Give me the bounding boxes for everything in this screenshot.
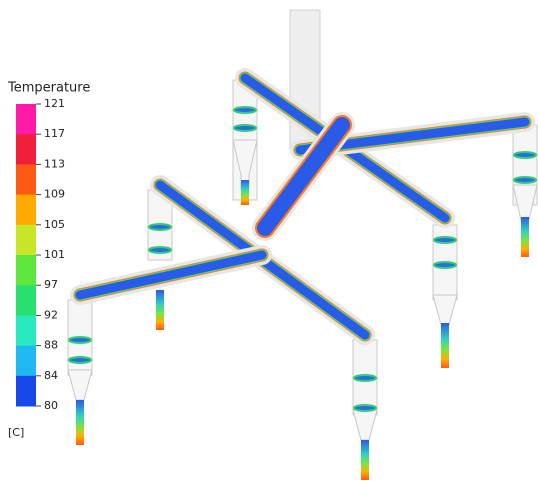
tick-label: 117 [44, 127, 65, 140]
color-swatch [16, 104, 36, 135]
tick-label: 80 [44, 399, 58, 412]
legend-title: Temperature [7, 81, 90, 96]
tick-label: 97 [44, 278, 58, 291]
tick-label: 113 [44, 157, 65, 170]
legend-unit: [C] [8, 426, 24, 439]
tick-label: 84 [44, 369, 58, 382]
color-swatch [16, 195, 36, 226]
color-swatch [16, 164, 36, 195]
color-swatch [16, 134, 36, 165]
scene: Temperature [C] 121 117 113 109 105 101 97 92 88… [0, 0, 538, 486]
tick-label: 92 [44, 308, 58, 321]
color-swatch [16, 315, 36, 346]
color-swatch [16, 225, 36, 256]
tick-label: 101 [44, 248, 65, 261]
color-swatch [16, 255, 36, 286]
tick-label: 121 [44, 97, 65, 110]
tick-label: 109 [44, 188, 65, 201]
color-swatch [16, 376, 36, 407]
runners [80, 78, 525, 335]
color-swatch [16, 346, 36, 377]
tick-label: 88 [44, 339, 58, 352]
model [68, 10, 537, 480]
tick-label: 105 [44, 218, 65, 231]
color-swatch [16, 285, 36, 316]
